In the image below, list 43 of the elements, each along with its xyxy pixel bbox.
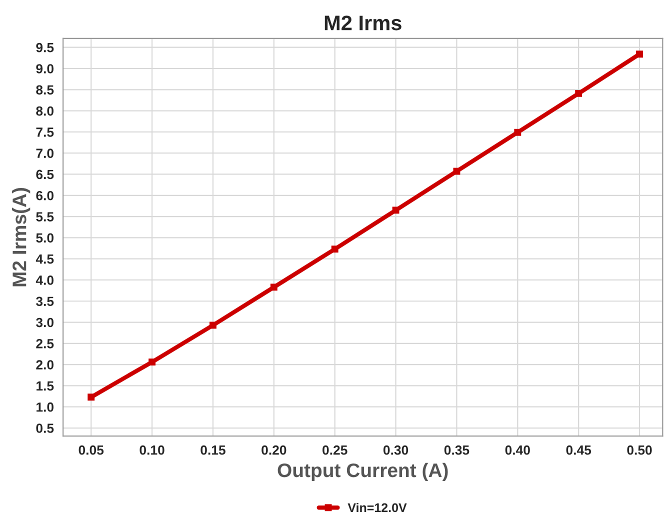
x-tick-label: 0.45 xyxy=(566,445,592,455)
y-tick-label: 2.0 xyxy=(36,360,54,370)
x-tick-label: 0.25 xyxy=(322,445,348,455)
y-axis-title: M2 Irms(A) xyxy=(12,188,30,286)
x-tick-label: 0.15 xyxy=(200,445,226,455)
y-tick-label: 4.0 xyxy=(36,276,54,285)
y-tick-label: 7.5 xyxy=(36,128,54,137)
point xyxy=(392,206,400,214)
y-tick-label: 9.5 xyxy=(36,42,54,52)
x-tick-label: 0.05 xyxy=(78,445,104,455)
point xyxy=(514,128,522,136)
x-tick-label: 0.40 xyxy=(505,445,530,455)
point xyxy=(575,90,582,97)
point xyxy=(331,246,338,253)
x-tick-label: 0.35 xyxy=(444,445,470,455)
point xyxy=(148,358,156,366)
y-tick-label: 5.5 xyxy=(36,212,54,222)
x-tick-label: 0.50 xyxy=(627,445,652,455)
y-tick-label: 3.5 xyxy=(36,296,54,306)
y-tick-label: 6.0 xyxy=(36,190,54,200)
y-tick-label: 8.0 xyxy=(36,106,54,116)
x-tick-label: 0.30 xyxy=(383,445,408,455)
y-tick-label: 0.5 xyxy=(36,424,54,433)
y-tick-label: 5.0 xyxy=(36,233,54,243)
point xyxy=(453,168,460,175)
y-tick-label: 1.0 xyxy=(36,402,54,412)
x-tick-label: 0.20 xyxy=(262,445,286,455)
y-tick-label: 6.5 xyxy=(36,170,54,180)
point xyxy=(88,394,95,401)
y-tick-label: 3.0 xyxy=(36,318,54,328)
y-tick-label: 4.5 xyxy=(36,254,54,264)
chart-title: M2 Irms xyxy=(324,16,402,30)
point xyxy=(636,50,643,58)
y-tick-label: 2.5 xyxy=(36,338,54,348)
point xyxy=(210,322,216,329)
y-tick-label: 7.0 xyxy=(36,148,54,158)
legend-label: Vin=12.0V xyxy=(348,502,407,512)
y-tick-label: 8.5 xyxy=(36,85,54,95)
y-tick-label: 9.0 xyxy=(36,64,54,74)
x-axis-title: Output Current (A) xyxy=(278,462,448,482)
x-tick-label: 0.10 xyxy=(140,445,164,455)
point xyxy=(270,284,278,291)
y-tick-label: 1.5 xyxy=(36,381,54,391)
